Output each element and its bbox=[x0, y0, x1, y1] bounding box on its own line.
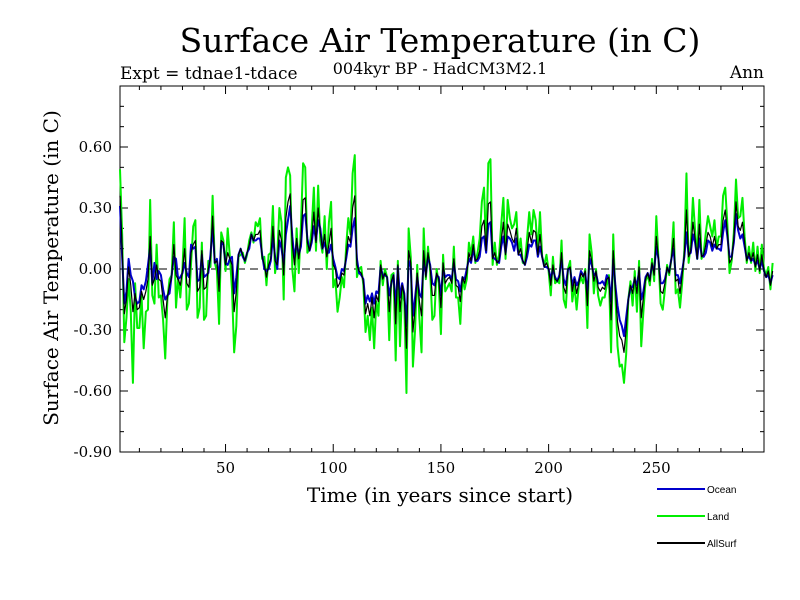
y-tick-label: -0.30 bbox=[74, 321, 112, 339]
y-axis-label: Surface Air Temperature (in C) bbox=[39, 110, 63, 426]
y-tick-label: -0.60 bbox=[74, 382, 112, 400]
plot-area: 50 100 150 200 250 -0.90 -0.60 -0.30 0.00 0.30 0.6… bbox=[74, 85, 774, 477]
x-tick-label: 200 bbox=[534, 459, 563, 477]
legend-label-allsurf: AllSurf bbox=[707, 539, 737, 550]
x-axis-label: Time (in years since start) bbox=[307, 483, 573, 507]
x-tick-label: 150 bbox=[427, 459, 456, 477]
chart-subtitle: 004kyr BP - HadCM3M2.1 bbox=[333, 59, 547, 78]
series-line-land bbox=[119, 154, 774, 395]
legend-label-ocean: Ocean bbox=[707, 485, 736, 496]
y-tick-label: 0.60 bbox=[79, 138, 112, 156]
chart-title: Surface Air Temperature (in C) bbox=[180, 21, 701, 60]
legend-label-land: Land bbox=[707, 512, 729, 523]
x-tick-label: 250 bbox=[642, 459, 671, 477]
x-tick-label: 50 bbox=[216, 459, 235, 477]
season-label: Ann bbox=[729, 63, 764, 83]
y-tick-label: -0.90 bbox=[74, 443, 112, 461]
legend: Ocean Land AllSurf bbox=[657, 485, 737, 550]
experiment-label: Expt = tdnae1-tdace bbox=[120, 64, 298, 84]
series-line-allsurf bbox=[119, 193, 774, 353]
x-tick-label: 100 bbox=[319, 459, 348, 477]
series-line-ocean bbox=[119, 204, 774, 338]
y-tick-label: 0.30 bbox=[79, 199, 112, 217]
y-tick-label: 0.00 bbox=[79, 260, 112, 278]
